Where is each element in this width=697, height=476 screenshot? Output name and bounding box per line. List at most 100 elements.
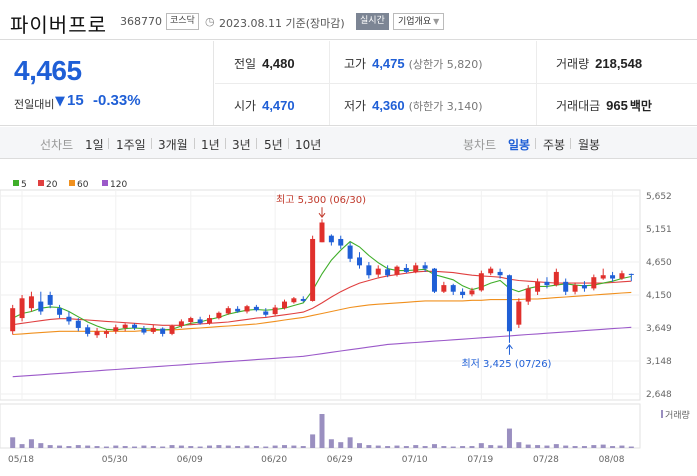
candle-body xyxy=(525,288,531,302)
candle-body xyxy=(375,268,381,275)
candle-body xyxy=(385,269,391,276)
candle-body xyxy=(553,271,559,286)
tab-3years[interactable]: 3년 xyxy=(232,138,251,152)
divider xyxy=(570,138,571,149)
tab-weekly[interactable]: 주봉 xyxy=(543,138,566,152)
candle-body xyxy=(600,275,606,279)
candle-body xyxy=(488,268,494,274)
volume-bar xyxy=(385,446,391,448)
volume-bar xyxy=(28,439,34,448)
candle-body xyxy=(403,267,409,272)
company-overview-dropdown[interactable]: 기업개요 ▼ xyxy=(393,13,445,30)
volume-bar xyxy=(282,445,288,448)
volume-bar xyxy=(328,439,334,448)
volume-bar xyxy=(132,446,138,448)
volume-bar xyxy=(497,445,503,448)
candle-body xyxy=(469,290,475,295)
volume-bar xyxy=(141,445,147,448)
x-tick-label: 06/29 xyxy=(327,455,353,465)
candle-body xyxy=(10,308,16,332)
divider xyxy=(535,138,536,149)
volume-bar xyxy=(38,443,44,448)
candle-body xyxy=(328,235,334,243)
legend-swatch xyxy=(69,180,75,186)
volume-bar xyxy=(572,446,578,448)
legend-swatch xyxy=(38,180,44,186)
volume-bar xyxy=(413,445,419,448)
legend-ma20[interactable]: 20 xyxy=(38,180,57,190)
tab-1year[interactable]: 1년 xyxy=(201,138,220,152)
high-price: 고가 4,475 (상한가 5,820) xyxy=(344,55,483,72)
legend-ma5[interactable]: 5 xyxy=(13,180,27,190)
candle-body xyxy=(178,321,184,326)
tab-daily[interactable]: 일봉 xyxy=(508,138,531,152)
legend-label: 120 xyxy=(110,180,128,190)
candle-body xyxy=(460,291,466,295)
divider xyxy=(288,138,289,149)
volume-label: 거래량 xyxy=(556,57,590,71)
prev-close-label: 전일 xyxy=(234,57,257,71)
candle-body xyxy=(197,319,203,324)
candle-body xyxy=(310,238,316,301)
volume-bar xyxy=(291,445,297,448)
volume-bar xyxy=(66,446,72,448)
volume-bar xyxy=(10,437,16,448)
divider xyxy=(194,138,195,149)
open-price: 시가 4,470 xyxy=(234,97,295,114)
candle-body xyxy=(581,285,587,289)
volume-bar xyxy=(263,446,269,448)
candle-body xyxy=(75,320,81,328)
volume-bar xyxy=(235,446,241,448)
candle-body xyxy=(413,265,419,272)
x-tick-label: 05/30 xyxy=(102,455,128,465)
volume-bar xyxy=(619,445,625,448)
tab-3months[interactable]: 3개월 xyxy=(158,138,188,152)
realtime-button[interactable]: 실시간 xyxy=(356,13,389,30)
candle-body xyxy=(516,301,522,325)
volume-bar xyxy=(188,446,194,448)
clock-icon: ◷ xyxy=(205,15,215,28)
max-arrow-head xyxy=(318,212,326,219)
candle-body xyxy=(160,328,166,334)
candle-body xyxy=(66,316,72,322)
candle-body xyxy=(122,324,128,328)
divider xyxy=(215,83,697,84)
open-value: 4,470 xyxy=(262,98,295,113)
low-label: 저가 xyxy=(344,99,367,113)
candle-body xyxy=(431,268,437,292)
volume-bar xyxy=(160,446,166,448)
legend-ma60[interactable]: 60 xyxy=(69,180,88,190)
chevron-down-icon: ▼ xyxy=(433,17,440,26)
change-percent: -0.33% xyxy=(93,92,141,109)
lower-limit: (하한가 3,140) xyxy=(408,100,483,113)
high-value: 4,475 xyxy=(372,56,405,71)
volume-bar xyxy=(19,444,25,448)
tab-monthly[interactable]: 월봉 xyxy=(578,138,601,152)
candle-body xyxy=(619,273,625,279)
volume-bar xyxy=(628,446,634,448)
tab-10years[interactable]: 10년 xyxy=(295,138,322,152)
candle-body xyxy=(244,306,250,312)
legend-ma120[interactable]: 120 xyxy=(102,180,127,190)
change-value: 15 xyxy=(67,92,84,109)
volume-bar xyxy=(272,445,278,448)
candle-body xyxy=(282,301,288,309)
volume-bar xyxy=(375,445,381,448)
tab-1week[interactable]: 1주일 xyxy=(116,138,146,152)
volume-bar xyxy=(197,446,203,448)
candle-body xyxy=(103,331,109,334)
tab-1day[interactable]: 1일 xyxy=(85,138,104,152)
volume-bar xyxy=(169,445,175,448)
market-badge: 코스닥 xyxy=(166,13,199,30)
ma20-line xyxy=(12,270,632,326)
x-tick-label: 07/28 xyxy=(533,455,559,465)
candle-body xyxy=(38,301,44,312)
tab-5years[interactable]: 5년 xyxy=(264,138,283,152)
candle-body xyxy=(591,277,597,289)
trade-amount-label: 거래대금 xyxy=(556,99,601,113)
volume-bar xyxy=(150,446,156,448)
candle-body xyxy=(319,222,325,243)
volume-bar xyxy=(356,443,362,448)
x-tick-label: 07/10 xyxy=(402,455,428,465)
